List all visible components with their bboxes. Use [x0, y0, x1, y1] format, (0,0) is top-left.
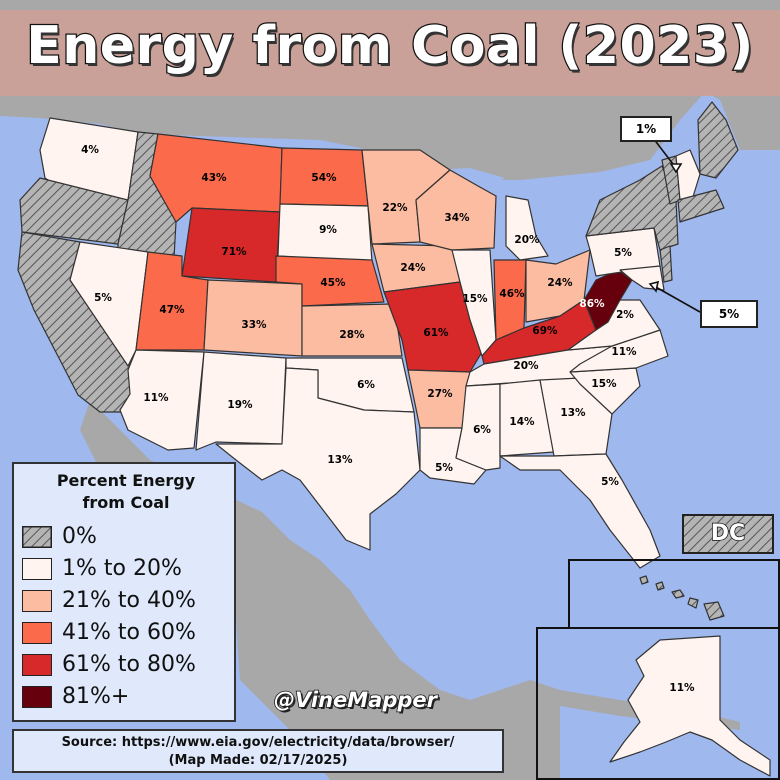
- svg-text:22%: 22%: [382, 202, 408, 214]
- svg-text:54%: 54%: [311, 172, 337, 184]
- state-wyoming: [181, 207, 281, 283]
- svg-text:5%: 5%: [614, 247, 632, 259]
- legend-title: Percent Energy from Coal: [14, 470, 238, 514]
- source-box: Source: https://www.eia.gov/electricity/…: [12, 729, 504, 773]
- svg-text:13%: 13%: [560, 407, 586, 419]
- source-line2: (Map Made: 02/17/2025): [168, 753, 348, 768]
- svg-text:61%: 61%: [423, 327, 449, 339]
- svg-text:71%: 71%: [221, 246, 247, 258]
- svg-text:13%: 13%: [327, 454, 353, 466]
- svg-text:6%: 6%: [357, 379, 375, 391]
- legend-swatch-5: [22, 686, 52, 708]
- legend-label-3: 41% to 60%: [62, 620, 196, 645]
- state-michigan: [505, 195, 549, 261]
- svg-text:2%: 2%: [616, 309, 634, 321]
- legend: Percent Energy from Coal 0% 1% to 20% 21…: [12, 462, 236, 722]
- legend-swatch-0: [22, 526, 52, 548]
- state-new-england-south: [677, 189, 725, 223]
- callout-new-hampshire: 1%: [620, 116, 672, 142]
- hawaii-islands: [639, 575, 725, 621]
- svg-text:24%: 24%: [400, 262, 426, 274]
- legend-label-2: 21% to 40%: [62, 588, 196, 613]
- state-new-hampshire: [675, 149, 701, 201]
- svg-text:5%: 5%: [94, 292, 112, 304]
- state-florida: [499, 453, 661, 569]
- svg-text:69%: 69%: [532, 325, 558, 337]
- callout-maryland: 5%: [700, 300, 758, 328]
- svg-text:24%: 24%: [547, 277, 573, 289]
- legend-swatch-3: [22, 622, 52, 644]
- svg-text:27%: 27%: [427, 388, 453, 400]
- state-labels: 4% 5% 43% 71% 47% 33% 11% 19% 54% 9% 45%…: [81, 144, 695, 694]
- lake-erie: [548, 236, 595, 264]
- svg-text:19%: 19%: [227, 399, 253, 411]
- state-nevada: [69, 241, 149, 367]
- lake-huron: [528, 200, 548, 236]
- state-arizona: [119, 349, 205, 451]
- source-line1: Source: https://www.eia.gov/electricity/…: [61, 735, 455, 750]
- svg-text:86%: 86%: [579, 298, 605, 310]
- legend-label-0: 0%: [62, 524, 97, 549]
- state-texas: [215, 367, 421, 551]
- svg-text:14%: 14%: [509, 416, 535, 428]
- svg-text:11%: 11%: [611, 346, 637, 358]
- svg-text:6%: 6%: [473, 424, 491, 436]
- svg-text:11%: 11%: [143, 392, 169, 404]
- legend-swatch-2: [22, 590, 52, 612]
- title-band: [0, 10, 780, 96]
- svg-text:20%: 20%: [514, 234, 540, 246]
- svg-text:47%: 47%: [159, 304, 185, 316]
- svg-text:15%: 15%: [591, 378, 617, 390]
- state-west-virginia: [583, 269, 633, 331]
- alaska-inset: [536, 627, 780, 780]
- svg-text:11%: 11%: [669, 682, 695, 694]
- state-oregon: [19, 177, 129, 245]
- legend-label-4: 61% to 80%: [62, 652, 196, 677]
- svg-text:4%: 4%: [81, 144, 99, 156]
- svg-text:5%: 5%: [601, 476, 619, 488]
- dc-hatch: [684, 516, 772, 552]
- svg-text:45%: 45%: [320, 277, 346, 289]
- legend-label-1: 1% to 20%: [62, 556, 182, 581]
- svg-text:9%: 9%: [319, 224, 337, 236]
- state-indiana: [493, 259, 527, 341]
- state-new-jersey: [659, 245, 673, 283]
- svg-text:43%: 43%: [201, 172, 227, 184]
- svg-text:5%: 5%: [435, 462, 453, 474]
- map-title: Energy from Coal (2023): [25, 15, 755, 78]
- state-new-mexico: [195, 351, 287, 451]
- state-wisconsin: [415, 169, 497, 251]
- svg-text:33%: 33%: [241, 319, 267, 331]
- hawaii-inset: [568, 559, 780, 629]
- svg-text:15%: 15%: [462, 293, 488, 305]
- legend-label-5: 81%+: [62, 684, 130, 709]
- svg-text:46%: 46%: [499, 288, 525, 300]
- svg-text:28%: 28%: [339, 329, 365, 341]
- state-alaska: [609, 635, 771, 777]
- author-credit: @VineMapper: [273, 687, 438, 713]
- dc-box: DC: [682, 514, 774, 554]
- legend-title-line1: Percent Energy: [56, 471, 196, 490]
- state-kansas: [301, 303, 403, 357]
- state-colorado: [203, 279, 303, 357]
- legend-swatch-4: [22, 654, 52, 676]
- svg-text:20%: 20%: [513, 360, 539, 372]
- svg-text:34%: 34%: [444, 212, 470, 224]
- legend-title-line2: from Coal: [82, 493, 170, 512]
- legend-swatch-1: [22, 558, 52, 580]
- dc-label: DC: [710, 520, 746, 547]
